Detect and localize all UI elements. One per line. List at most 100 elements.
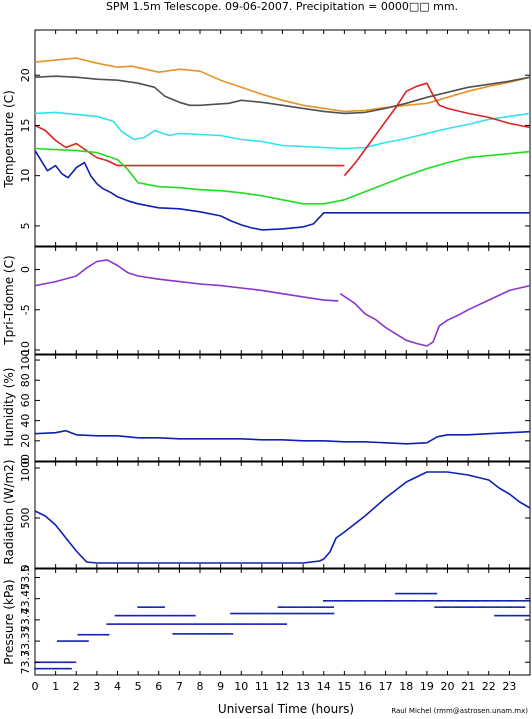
pressure-point: [279, 606, 281, 608]
pressure-point: [319, 612, 322, 615]
pressure-point: [64, 640, 66, 642]
pressure-point: [176, 614, 179, 617]
pressure-point: [264, 612, 267, 615]
pressure-point: [61, 640, 63, 642]
pressure-point: [457, 606, 460, 608]
pressure-point: [120, 623, 123, 625]
pressure-point: [419, 600, 422, 602]
pressure-point: [120, 614, 123, 617]
pressure-point: [57, 667, 59, 670]
pressure-point: [473, 606, 475, 608]
pressure-point: [448, 600, 451, 602]
pressure-point: [65, 667, 68, 670]
pressure-point: [315, 606, 317, 608]
pressure-point: [498, 600, 501, 602]
pressure-point: [35, 667, 38, 670]
pressure-point: [233, 623, 236, 625]
pressure-point: [192, 614, 195, 617]
pressure-point: [458, 606, 461, 608]
pressure-point: [188, 633, 190, 635]
pressure-point: [241, 612, 244, 615]
pressure-point: [174, 623, 176, 625]
pressure-point: [260, 612, 263, 615]
pressure-point: [455, 600, 458, 602]
pressure-point: [81, 633, 84, 636]
pressure-point: [62, 640, 65, 642]
pressure-point: [422, 600, 425, 602]
pressure-point: [432, 600, 435, 602]
pressure-point: [442, 600, 445, 602]
pressure-point: [143, 623, 146, 625]
pressure-point: [224, 623, 227, 625]
pressure-point: [159, 623, 162, 625]
pressure-point: [194, 614, 196, 617]
pressure-point: [211, 623, 214, 625]
pressure-point: [330, 606, 333, 608]
pressure-point: [189, 633, 192, 635]
pressure-point: [500, 600, 502, 602]
pressure-point: [283, 623, 286, 625]
pressure-point: [96, 633, 98, 636]
pressure-point: [194, 633, 196, 635]
pressure-point: [201, 633, 203, 635]
pressure-point: [68, 640, 71, 642]
pressure-point: [297, 612, 300, 615]
pressure-point: [157, 606, 160, 608]
pressure-point: [172, 623, 175, 625]
pressure-point: [510, 600, 513, 602]
pressure-point: [107, 633, 110, 636]
pressure-point: [230, 623, 233, 625]
pressure-point: [396, 592, 399, 595]
pressure-point: [69, 640, 72, 642]
x-tick-label: 0: [32, 680, 39, 693]
pressure-point: [199, 633, 202, 635]
pressure-point: [109, 623, 111, 625]
pressure-point: [173, 614, 176, 617]
pressure-point: [151, 623, 153, 625]
pressure-point: [346, 600, 348, 602]
pressure-point: [505, 614, 508, 617]
pressure-point: [50, 667, 52, 670]
pressure-point: [474, 606, 477, 608]
pressure-point: [67, 661, 70, 664]
pressure-point: [155, 614, 157, 617]
pressure-point: [121, 614, 124, 617]
pressure-point: [204, 623, 207, 625]
pressure-point: [194, 623, 197, 625]
pressure-point: [227, 633, 229, 635]
pressure-point: [265, 623, 267, 625]
pressure-point: [118, 614, 121, 617]
pressure-point: [143, 614, 146, 617]
pressure-point: [475, 600, 478, 602]
pressure-point: [494, 614, 496, 617]
pressure-point: [495, 600, 498, 602]
pressure-point: [512, 614, 515, 617]
pressure-point: [348, 600, 351, 602]
pressure-point: [303, 612, 306, 615]
pressure-point: [117, 623, 120, 625]
pressure-point: [450, 600, 452, 602]
pressure-point: [344, 600, 347, 602]
pressure-point: [510, 614, 512, 617]
pressure-point: [389, 600, 391, 602]
pressure-point: [524, 614, 527, 617]
panel-frame-humidity: [34, 354, 531, 462]
pressure-point: [294, 606, 297, 608]
pressure-point: [133, 623, 136, 625]
pressure-point: [259, 612, 261, 615]
pressure-point: [65, 640, 68, 642]
y-tick-label: 60: [19, 393, 32, 407]
pressure-point: [123, 623, 126, 625]
pressure-point: [309, 612, 312, 615]
pressure-point: [408, 592, 410, 595]
pressure-point: [408, 600, 410, 602]
pressure-point: [367, 600, 370, 602]
pressure-point: [514, 600, 517, 602]
pressure-point: [418, 592, 420, 595]
pressure-point: [276, 612, 278, 615]
pressure-point: [466, 606, 468, 608]
pressure-point: [250, 623, 253, 625]
pressure-point: [147, 614, 150, 617]
pressure-point: [188, 623, 191, 625]
pressure-point: [283, 612, 286, 615]
